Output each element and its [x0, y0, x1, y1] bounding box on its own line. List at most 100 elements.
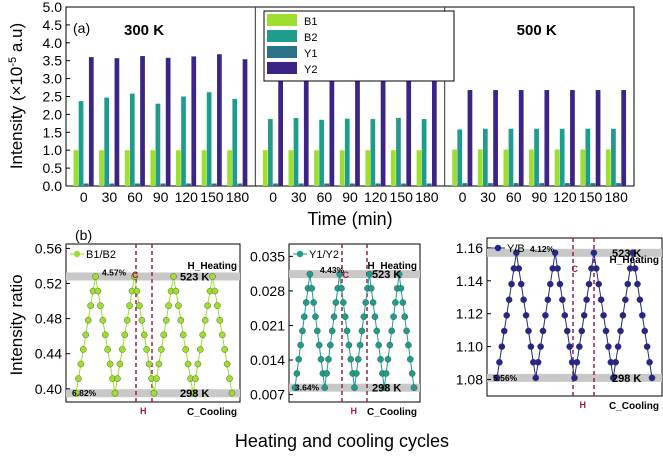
data-point — [500, 327, 508, 335]
data-point — [397, 285, 405, 292]
h-marker: H — [351, 406, 358, 416]
data-point — [92, 273, 99, 280]
bar-b2 — [129, 93, 135, 186]
ylabel-a: Intensity (×10-5 a.u) — [7, 23, 26, 169]
bar-b2 — [534, 128, 539, 186]
data-point — [595, 280, 603, 288]
bar-y1 — [590, 183, 596, 186]
bar-y2 — [493, 90, 498, 186]
x-tick-label-a: 180 — [226, 189, 250, 205]
x-tick-label-a: 60 — [317, 189, 333, 205]
data-point — [214, 302, 221, 309]
x-tick-label-a: 90 — [532, 189, 548, 205]
data-point — [513, 249, 520, 257]
ylabel-a-tail: a.u) — [7, 23, 26, 57]
data-point — [297, 341, 304, 349]
legend-label: Y1/Y2 — [309, 249, 339, 261]
y-tick-label: 0.014 — [250, 352, 285, 368]
pct-high-label: 4.12% — [530, 244, 555, 254]
bar-y1 — [401, 183, 406, 186]
legend-swatch-b2 — [267, 30, 297, 42]
pct-low-label: 6.82% — [72, 388, 97, 398]
legend-label: B1 — [304, 16, 317, 28]
y-tick-label: 0.028 — [250, 283, 285, 299]
temp-low-label: 298 K — [612, 373, 641, 385]
data-point — [366, 270, 373, 278]
data-point — [551, 249, 559, 257]
data-point — [617, 327, 624, 335]
data-point — [600, 312, 607, 319]
data-point — [189, 389, 197, 397]
cooling-label: C_Cooling — [367, 407, 417, 418]
bar-y2 — [165, 57, 171, 186]
data-point — [556, 280, 564, 288]
data-point — [150, 389, 158, 397]
legend-label: Y1 — [304, 48, 317, 60]
data-point — [165, 302, 172, 309]
bar-y1 — [375, 183, 381, 186]
data-point — [373, 327, 381, 335]
data-point — [336, 270, 343, 278]
data-point — [544, 296, 552, 304]
y-tick-label-a: 5.0 — [43, 0, 63, 15]
bar-y2 — [595, 90, 601, 186]
data-point — [629, 249, 636, 257]
bar-y2 — [329, 76, 335, 186]
data-point — [327, 341, 334, 349]
y-tick-label-a: 4.5 — [43, 17, 63, 33]
bar-b1 — [390, 150, 396, 186]
temperature-label: 300 K — [124, 22, 164, 39]
data-point — [503, 312, 510, 319]
legend-marker — [296, 250, 304, 258]
data-point — [622, 296, 629, 304]
data-point — [87, 302, 94, 309]
bar-y1 — [488, 183, 493, 186]
data-point — [94, 287, 102, 295]
plot-frame — [65, 243, 241, 403]
x-tick-label-a: 120 — [553, 189, 577, 205]
data-point — [145, 360, 153, 368]
line-chart-b1: 0.40 0.44 0.48 0.52 0.56 B1/B2 4.57% 6.82% 523 K… — [35, 240, 241, 418]
data-point — [119, 346, 126, 353]
data-point — [554, 265, 561, 272]
data-point — [561, 312, 569, 319]
bar-y1 — [160, 183, 166, 186]
panel-b-tag: (b) — [75, 227, 92, 243]
data-point — [97, 302, 104, 309]
data-point — [299, 327, 306, 335]
data-point — [328, 327, 336, 335]
legend-label: Y/B — [507, 243, 525, 255]
temp-high-label: 523 K — [372, 269, 401, 281]
heating-label: H_Heating — [188, 261, 237, 272]
data-point — [182, 346, 189, 353]
legend-swatch-b1 — [267, 14, 297, 26]
data-point — [140, 331, 148, 339]
data-point — [226, 375, 233, 382]
data-point — [317, 355, 325, 363]
data-point — [498, 343, 506, 350]
data-point — [158, 346, 165, 353]
bar-chart-panel-a: 0.0 0.5 1.0 1.5 2.02.5 3.0 3.5 4.0 4.5 5.0 0 30 60 90… — [43, 0, 635, 205]
bar-y2 — [140, 56, 145, 186]
data-point — [602, 327, 610, 335]
data-point — [306, 270, 314, 278]
data-point — [223, 360, 231, 368]
x-tick-label-a: 150 — [390, 189, 414, 205]
data-point — [302, 299, 310, 306]
data-point — [578, 327, 586, 335]
data-point — [505, 296, 513, 304]
x-tick-label-a: 120 — [175, 189, 199, 205]
data-point — [136, 302, 143, 309]
bar-b1 — [262, 150, 268, 186]
data-point — [315, 341, 323, 349]
bar-y1 — [564, 183, 570, 186]
y-tick-label: 0.021 — [250, 317, 285, 333]
bar-b1 — [314, 150, 319, 186]
data-point — [300, 313, 308, 321]
legend-marker — [494, 244, 502, 252]
xlabel-b: Heating and cooling cycles — [235, 431, 449, 451]
data-point — [330, 313, 338, 321]
x-tick-label-a: 30 — [291, 189, 307, 205]
data-point — [631, 265, 639, 272]
data-point — [177, 316, 185, 324]
